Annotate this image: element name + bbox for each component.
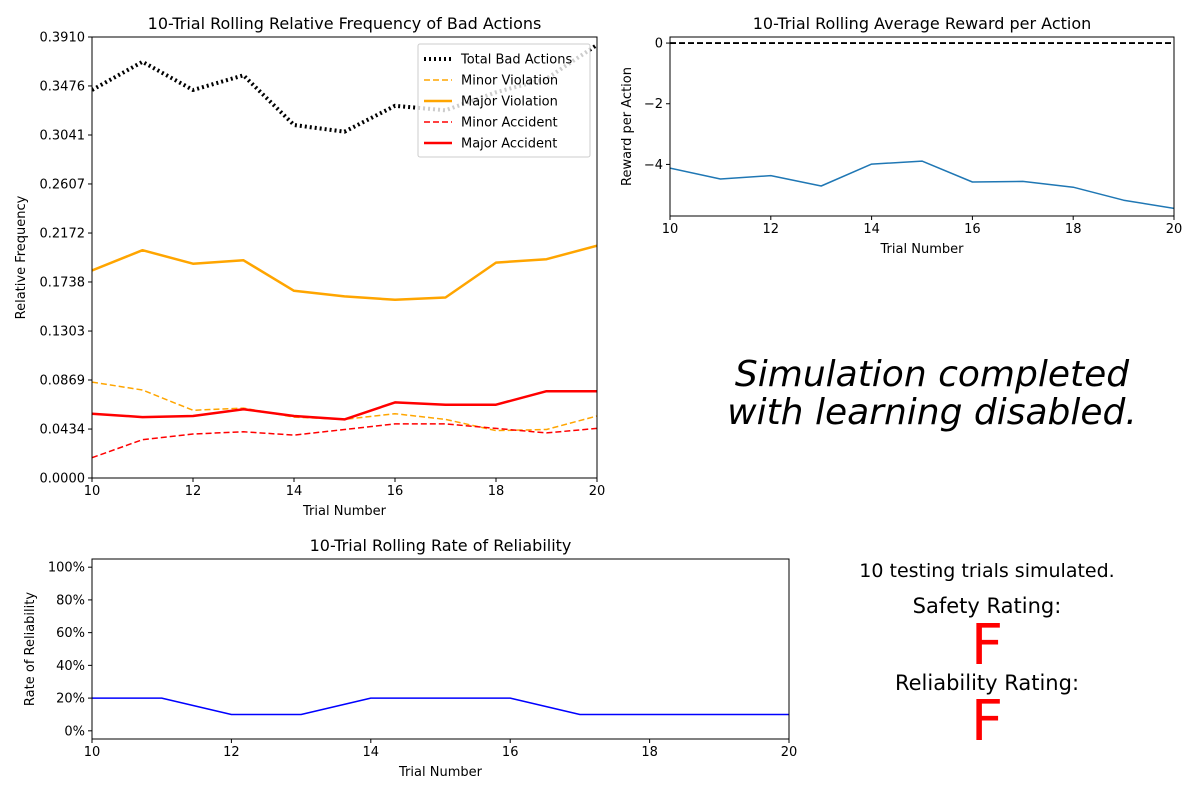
rel-x-tick-label: 14 [363, 745, 380, 760]
bad-axes-frame [91, 36, 598, 479]
reward-y-tick-label: −4 [644, 158, 663, 173]
bad-x-axis-label: Trial Number [302, 504, 387, 519]
bad-legend-label: Minor Violation [461, 74, 558, 89]
simulation-note-line-2: with learning disabled. [727, 392, 1137, 433]
reward-x-tick-label: 10 [662, 222, 679, 237]
bad-legend-label: Minor Accident [461, 116, 558, 131]
reward-x-tick-label: 14 [863, 222, 880, 237]
bad-series-line-3 [92, 423, 597, 459]
reward-x-axis-label: Trial Number [880, 242, 965, 257]
reward-chart: 10-Trial Rolling Average Reward per Acti… [620, 14, 1182, 257]
bad-y-axis-label: Relative Frequency [14, 195, 29, 319]
bad-title: 10-Trial Rolling Relative Frequency of B… [148, 14, 542, 33]
bad-y-tick-label: 0.2172 [40, 227, 86, 242]
bad-legend-label: Total Bad Actions [460, 53, 572, 68]
bad-x-tick-label: 20 [589, 484, 606, 499]
reliability-chart: 10-Trial Rolling Rate of Reliability 10 12… [23, 536, 797, 780]
reward-title: 10-Trial Rolling Average Reward per Acti… [753, 14, 1092, 33]
trials-simulated-text: 10 testing trials simulated. [859, 560, 1114, 582]
bad-legend [417, 43, 591, 158]
safety-rating-label: Safety Rating: [913, 594, 1062, 618]
rel-y-tick-label: 40% [56, 659, 85, 674]
bad-actions-chart: 10-Trial Rolling Relative Frequency of B… [14, 14, 605, 519]
reward-y-tick-label: −2 [644, 97, 663, 112]
bad-y-tick-label: 0.2607 [40, 177, 86, 192]
reward-x-tick-label: 16 [964, 222, 981, 237]
reward-y-tick-label: 0 [655, 37, 663, 52]
reward-y-axis-label: Reward per Action [620, 67, 635, 186]
bad-series-line-2 [92, 244, 597, 302]
rel-series-line-0 [92, 697, 789, 716]
rel-x-tick-label: 16 [502, 745, 519, 760]
bad-series-line-1 [92, 381, 597, 432]
bad-y-tick-label: 0.0000 [40, 472, 86, 487]
safety-rating-grade: F [971, 613, 1003, 678]
bad-y-tick-label: 0.0434 [40, 423, 86, 438]
reward-x-tick-label: 12 [763, 222, 780, 237]
rel-title: 10-Trial Rolling Rate of Reliability [310, 536, 572, 555]
rel-y-tick-label: 100% [48, 561, 85, 576]
rel-axes-frame [91, 558, 790, 740]
reward-axes-frame [669, 36, 1175, 217]
bad-x-tick-label: 14 [286, 484, 303, 499]
bad-series-line-4 [92, 389, 597, 421]
bad-legend-label: Major Violation [461, 95, 558, 110]
rel-x-tick-label: 12 [223, 745, 240, 760]
reward-x-tick-label: 18 [1065, 222, 1082, 237]
bad-y-tick-label: 0.3041 [40, 129, 86, 144]
bad-y-tick-label: 0.3476 [40, 79, 86, 94]
rel-x-tick-label: 10 [84, 745, 101, 760]
bad-y-tick-label: 0.3910 [40, 31, 86, 46]
bad-y-tick-label: 0.0869 [40, 373, 86, 388]
rel-x-tick-label: 20 [781, 745, 798, 760]
bad-x-tick-label: 12 [185, 484, 202, 499]
rel-x-axis-label: Trial Number [398, 765, 483, 780]
reward-series-line-0 [670, 160, 1174, 210]
rel-x-tick-label: 18 [641, 745, 658, 760]
rel-y-tick-label: 80% [56, 593, 85, 608]
reliability-rating-label: Reliability Rating: [895, 671, 1079, 695]
reward-x-tick-label: 20 [1166, 222, 1183, 237]
bad-x-tick-label: 16 [387, 484, 404, 499]
bad-y-tick-label: 0.1303 [40, 325, 86, 340]
simulation-note-line-1: Simulation completed [735, 354, 1130, 395]
rel-y-tick-label: 60% [56, 626, 85, 641]
bad-series-line-0 [92, 43, 597, 134]
bad-legend-label: Major Accident [461, 137, 557, 152]
rel-y-tick-label: 0% [64, 724, 85, 739]
bad-y-tick-label: 0.1738 [40, 275, 86, 290]
rel-y-axis-label: Rate of Reliability [23, 592, 38, 706]
bad-x-tick-label: 10 [84, 484, 101, 499]
reliability-rating-grade: F [971, 689, 1003, 754]
bad-x-tick-label: 18 [488, 484, 505, 499]
rel-y-tick-label: 20% [56, 692, 85, 707]
